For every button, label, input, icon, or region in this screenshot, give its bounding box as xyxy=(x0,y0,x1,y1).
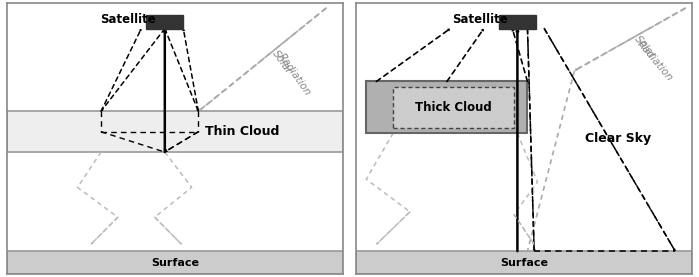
Bar xyxy=(366,81,528,133)
Text: Satellite: Satellite xyxy=(452,12,508,25)
Bar xyxy=(499,15,536,29)
Text: Solar: Solar xyxy=(633,34,657,61)
Text: Radiation: Radiation xyxy=(635,39,675,83)
Text: Surface: Surface xyxy=(151,258,199,268)
Text: Thick Cloud: Thick Cloud xyxy=(415,101,492,114)
Bar xyxy=(356,251,692,274)
Bar xyxy=(146,15,183,29)
Text: Thin Cloud: Thin Cloud xyxy=(205,125,279,138)
Bar xyxy=(7,111,343,152)
Text: Clear Sky: Clear Sky xyxy=(585,132,651,145)
Bar xyxy=(393,87,514,128)
Text: Surface: Surface xyxy=(500,258,548,268)
Text: Radiation: Radiation xyxy=(276,52,312,98)
Text: Satellite: Satellite xyxy=(100,12,156,25)
Bar xyxy=(7,251,343,274)
Text: Solar: Solar xyxy=(271,49,294,76)
